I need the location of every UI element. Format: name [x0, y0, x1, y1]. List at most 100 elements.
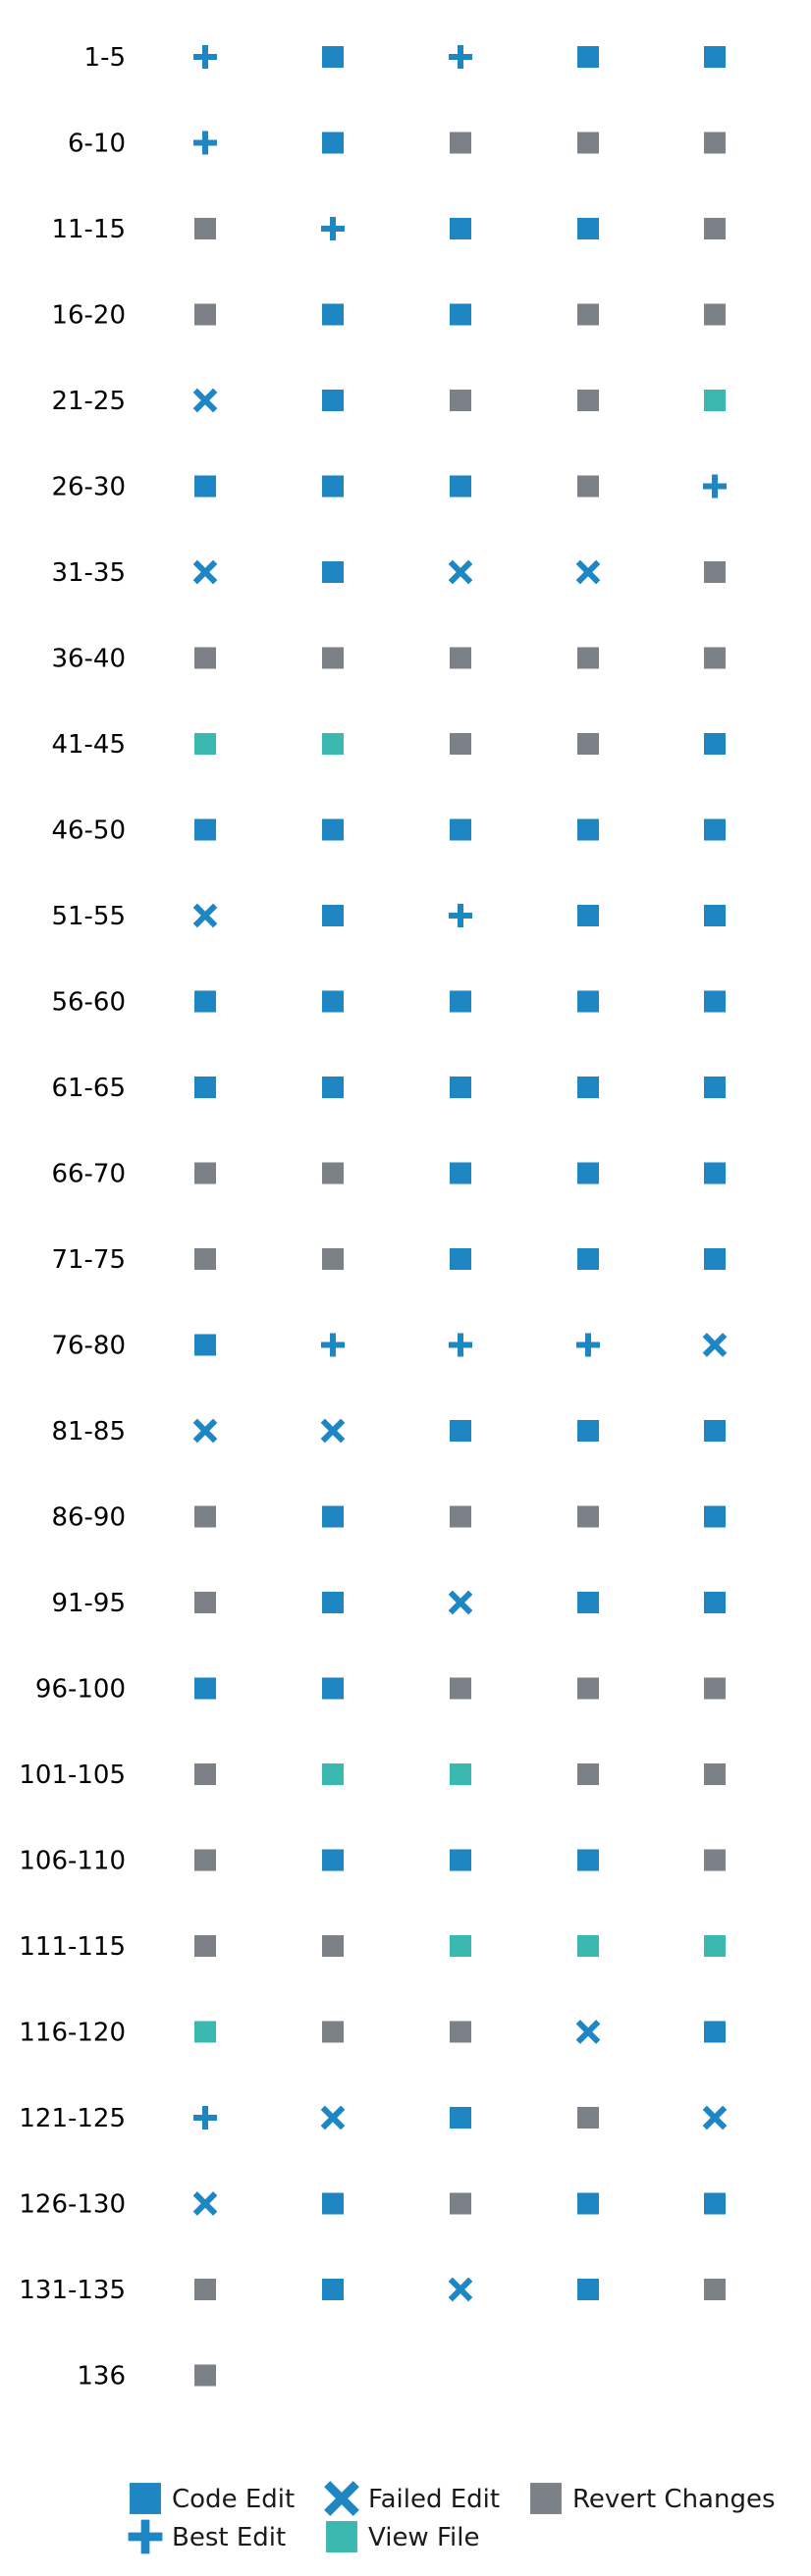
- step-marker-code-edit: [450, 1849, 471, 1871]
- step-marker-code-edit: [704, 905, 726, 926]
- chart-row: 46-50: [51, 816, 726, 846]
- step-marker-view-file: [194, 733, 216, 755]
- step-marker-revert-changes: [577, 733, 599, 755]
- row-label: 91-95: [51, 1589, 126, 1618]
- step-marker-code-edit: [450, 475, 471, 498]
- step-marker-code-edit: [704, 1248, 726, 1270]
- chart-row: 61-65: [51, 1074, 726, 1103]
- step-marker-code-edit: [577, 990, 599, 1013]
- step-marker-revert-changes: [450, 2192, 471, 2215]
- legend-marker-view-file: [326, 2521, 357, 2552]
- step-marker-code-edit: [577, 1248, 599, 1270]
- legend-item-failed-edit: Failed Edit: [324, 2481, 500, 2516]
- row-label: 31-35: [51, 558, 126, 588]
- step-marker-revert-changes: [577, 1763, 599, 1785]
- step-marker-failed-edit: [448, 559, 473, 585]
- row-label: 21-25: [51, 387, 126, 416]
- legend-label: Failed Edit: [368, 2485, 500, 2514]
- step-marker-code-edit: [450, 990, 471, 1013]
- step-marker-revert-changes: [577, 303, 599, 326]
- step-marker-code-edit: [577, 905, 599, 926]
- step-marker-code-edit: [704, 1505, 726, 1528]
- step-marker-view-file: [450, 1763, 471, 1785]
- step-marker-revert-changes: [194, 1592, 216, 1613]
- step-marker-failed-edit: [448, 2277, 473, 2302]
- step-marker-revert-changes: [194, 303, 216, 326]
- chart-row: 66-70: [51, 1160, 726, 1189]
- step-marker-code-edit: [704, 818, 726, 841]
- legend-marker-failed-edit: [324, 2481, 359, 2516]
- step-marker-code-edit: [322, 818, 344, 841]
- step-marker-code-edit: [322, 1849, 344, 1871]
- step-marker-view-file: [704, 1935, 726, 1957]
- chart-row: 106-110: [19, 1847, 726, 1876]
- step-marker-revert-changes: [194, 1162, 216, 1184]
- row-label: 61-65: [51, 1074, 126, 1103]
- step-marker-code-edit: [322, 303, 344, 326]
- step-marker-revert-changes: [577, 131, 599, 154]
- step-marker-code-edit: [704, 2192, 726, 2215]
- step-marker-best-edit: [321, 217, 345, 240]
- step-marker-code-edit: [450, 1420, 471, 1442]
- row-label: 121-125: [19, 2104, 126, 2133]
- step-marker-revert-changes: [322, 1162, 344, 1184]
- step-marker-code-edit: [577, 2192, 599, 2215]
- step-marker-code-edit: [322, 1077, 344, 1098]
- step-marker-code-edit: [194, 1077, 216, 1098]
- step-marker-revert-changes: [704, 218, 726, 239]
- step-marker-code-edit: [322, 390, 344, 411]
- row-label: 36-40: [51, 645, 126, 674]
- step-marker-best-edit: [449, 904, 472, 927]
- step-marker-best-edit: [193, 131, 217, 155]
- step-marker-revert-changes: [577, 1677, 599, 1700]
- step-marker-revert-changes: [704, 2279, 726, 2300]
- row-label: 1-5: [84, 43, 126, 73]
- row-label: 131-135: [19, 2276, 126, 2305]
- legend-marker-revert-changes: [530, 2483, 562, 2514]
- step-marker-revert-changes: [704, 561, 726, 583]
- step-marker-view-file: [322, 733, 344, 755]
- row-label: 111-115: [19, 1932, 126, 1962]
- chart-row: 21-25: [51, 387, 726, 416]
- step-marker-revert-changes: [450, 131, 471, 154]
- legend-item-code-edit: Code Edit: [130, 2483, 295, 2514]
- row-label: 56-60: [51, 988, 126, 1018]
- step-marker-best-edit: [703, 474, 727, 499]
- step-marker-failed-edit: [575, 559, 601, 585]
- legend-label: View File: [368, 2523, 479, 2552]
- step-marker-revert-changes: [577, 390, 599, 411]
- chart-row: 36-40: [51, 645, 726, 674]
- step-marker-best-edit: [193, 45, 217, 69]
- legend-marker-code-edit: [130, 2483, 161, 2514]
- step-marker-code-edit: [194, 990, 216, 1013]
- row-label: 16-20: [51, 301, 126, 331]
- step-marker-revert-changes: [704, 1849, 726, 1871]
- step-marker-code-edit: [704, 990, 726, 1013]
- row-label: 86-90: [51, 1503, 126, 1533]
- step-marker-code-edit: [322, 475, 344, 498]
- chart-row: 126-130: [19, 2190, 726, 2220]
- step-marker-failed-edit: [575, 2020, 601, 2044]
- chart-row: 31-35: [51, 558, 726, 588]
- legend-marker-best-edit: [128, 2519, 163, 2554]
- legend-item-revert-changes: Revert Changes: [530, 2483, 776, 2514]
- step-marker-code-edit: [577, 1849, 599, 1871]
- step-marker-code-edit: [704, 1420, 726, 1442]
- step-marker-revert-changes: [194, 1849, 216, 1871]
- step-marker-code-edit: [577, 1592, 599, 1613]
- row-label: 106-110: [19, 1847, 126, 1876]
- step-marker-revert-changes: [704, 131, 726, 154]
- step-marker-code-edit: [194, 818, 216, 841]
- chart-row: 16-20: [51, 301, 726, 331]
- step-marker-code-edit: [577, 2279, 599, 2300]
- row-label: 6-10: [68, 130, 126, 159]
- chart-row: 41-45: [51, 730, 726, 760]
- row-label: 51-55: [51, 902, 126, 931]
- step-marker-revert-changes: [450, 2021, 471, 2043]
- step-marker-failed-edit: [192, 388, 218, 413]
- step-marker-code-edit: [322, 2192, 344, 2215]
- step-marker-code-edit: [322, 1677, 344, 1700]
- step-marker-code-edit: [704, 1162, 726, 1184]
- chart-row: 91-95: [51, 1589, 726, 1618]
